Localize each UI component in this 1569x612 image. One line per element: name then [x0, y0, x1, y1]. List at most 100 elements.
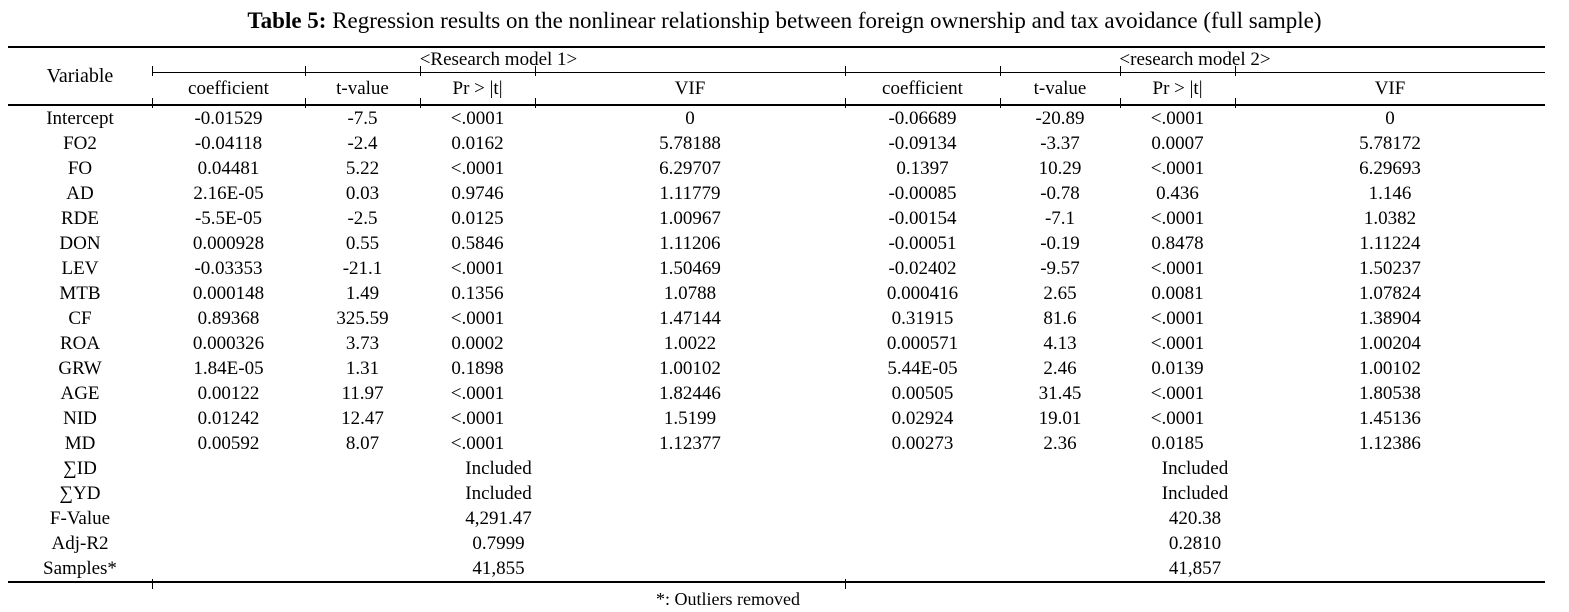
value-cell: 0.31915 — [891, 308, 954, 329]
value-cell: 19.01 — [1038, 408, 1082, 429]
value-cell: 1.00102 — [1359, 358, 1421, 379]
value-cell: 1.50237 — [1359, 258, 1421, 279]
column-tick — [844, 579, 846, 589]
column-tick — [1119, 66, 1121, 76]
subheader-pvalue-m1: Pr > |t| — [420, 72, 535, 106]
value-cell: 1.00102 — [659, 358, 721, 379]
value-cell: 1.0022 — [663, 333, 717, 354]
subheader-tvalue-m1: t-value — [305, 72, 420, 106]
model2-header: <research model 2> — [845, 47, 1546, 73]
value-cell: 1.45136 — [1359, 408, 1421, 429]
column-tick — [534, 66, 536, 76]
value-cell: 1.82446 — [659, 383, 721, 404]
value-cell: -5.5E-05 — [194, 208, 262, 229]
subheader-pvalue-m2: Pr > |t| — [1120, 72, 1235, 106]
table-row: RDE -5.5E-05 -2.5 0.0125 1.00967 -0.00154 -7.1… — [8, 206, 1545, 231]
column-tick — [534, 98, 536, 108]
value-cell: -7.1 — [1044, 208, 1076, 229]
column-tick — [151, 579, 153, 589]
value-cell: <.0001 — [450, 258, 505, 279]
variable-cell: AGE — [60, 383, 100, 404]
column-tick — [151, 66, 153, 76]
value-cell: -0.00051 — [888, 233, 957, 254]
value-cell: -2.4 — [347, 133, 378, 154]
variable-cell: DON — [59, 233, 101, 254]
table-row: LEV -0.03353 -21.1 <.0001 1.50469 -0.02402 -9.… — [8, 256, 1545, 281]
value-cell: 2.46 — [1043, 358, 1077, 379]
value-cell: 0.01242 — [197, 408, 260, 429]
value-cell: 1.84E-05 — [193, 358, 264, 379]
value-cell: 0.1397 — [896, 158, 949, 179]
header-row-statistics: coefficient t-value Pr > |t| VIF coeffic… — [8, 72, 1546, 106]
value-cell: 1.31 — [345, 358, 380, 379]
variable-cell: GRW — [58, 358, 102, 379]
variable-cell: Samples* — [8, 556, 152, 583]
subheader-tvalue-m2: t-value — [1000, 72, 1120, 106]
variable-cell: AD — [66, 183, 94, 204]
value-cell: 0.000416 — [886, 283, 959, 304]
column-tick — [151, 98, 153, 108]
value-cell: -0.02402 — [888, 258, 957, 279]
table-body: Intercept -0.01529 -7.5 <.0001 0 -0.06689 -20.… — [8, 105, 1546, 583]
value-cell: 1.47144 — [659, 308, 721, 329]
value-cell: 0.436 — [1156, 183, 1199, 204]
value-cell: <.0001 — [1150, 383, 1205, 404]
value-cell: 0.04481 — [197, 158, 260, 179]
value-cell: <.0001 — [450, 383, 505, 404]
value-cell: 0.0007 — [1151, 133, 1204, 154]
value-cell: 0.00592 — [197, 433, 260, 454]
summary-row: ∑YD Included Included — [8, 481, 1545, 506]
value-cell: 1.07824 — [1359, 283, 1421, 304]
value-cell: 1.80538 — [1359, 383, 1421, 404]
variable-column-header: Variable — [8, 47, 152, 106]
summary-row: Samples* 41,855 41,857 — [8, 556, 1546, 583]
table-caption: Regression results on the nonlinear rela… — [332, 8, 1322, 33]
value-cell: 10.29 — [1038, 158, 1082, 179]
variable-cell: LEV — [61, 258, 99, 279]
summary-value-cell: 420.38 — [1168, 508, 1222, 529]
table-row: FO 0.04481 5.22 <.0001 6.29707 0.1397 10.29 <.0… — [8, 156, 1545, 181]
table-row: ROA 0.000326 3.73 0.0002 1.0022 0.000571 4.13 <… — [8, 331, 1545, 356]
column-tick — [304, 66, 306, 76]
value-cell: <.0001 — [450, 108, 505, 129]
value-cell: 5.78188 — [659, 133, 721, 154]
value-cell: 4.13 — [1043, 333, 1077, 354]
value-cell: -0.00085 — [888, 183, 957, 204]
summary-value-cell: 41,857 — [845, 556, 1546, 583]
column-tick — [419, 66, 421, 76]
value-cell: -2.5 — [347, 208, 378, 229]
value-cell: -0.01529 — [194, 108, 263, 129]
table-row: MD 0.00592 8.07 <.0001 1.12377 0.00273 2.36 0.0… — [8, 431, 1545, 456]
value-cell: 0.8478 — [1151, 233, 1204, 254]
value-cell: <.0001 — [1150, 158, 1205, 179]
table-row: NID 0.01242 12.47 <.0001 1.5199 0.02924 19.01 <… — [8, 406, 1545, 431]
value-cell: 0.0125 — [451, 208, 504, 229]
variable-cell: Intercept — [46, 108, 114, 129]
value-cell: 11.97 — [341, 383, 384, 404]
value-cell: 0.5846 — [451, 233, 504, 254]
summary-value-cell: Included — [1161, 458, 1229, 479]
value-cell: 81.6 — [1043, 308, 1077, 329]
value-cell: <.0001 — [450, 158, 505, 179]
value-cell: -9.57 — [1040, 258, 1080, 279]
variable-cell: RDE — [61, 208, 99, 229]
column-tick — [419, 98, 421, 108]
value-cell: 0.55 — [345, 233, 380, 254]
variable-cell: ROA — [59, 333, 101, 354]
column-tick — [1234, 66, 1236, 76]
column-tick — [999, 66, 1001, 76]
value-cell: 0.9746 — [451, 183, 504, 204]
value-cell: 1.5199 — [663, 408, 717, 429]
value-cell: -3.37 — [1040, 133, 1080, 154]
value-cell: <.0001 — [1150, 333, 1205, 354]
value-cell: 12.47 — [341, 408, 384, 429]
value-cell: 1.11779 — [659, 183, 721, 204]
summary-row: F-Value 4,291.47 420.38 — [8, 506, 1545, 531]
value-cell: 0 — [1385, 108, 1395, 129]
value-cell: 0.00505 — [891, 383, 954, 404]
variable-cell: MD — [64, 433, 96, 454]
value-cell: 5.22 — [345, 158, 380, 179]
value-cell: 1.11224 — [1359, 233, 1421, 254]
value-cell: 0.00273 — [891, 433, 954, 454]
variable-cell: ∑ID — [63, 458, 97, 479]
